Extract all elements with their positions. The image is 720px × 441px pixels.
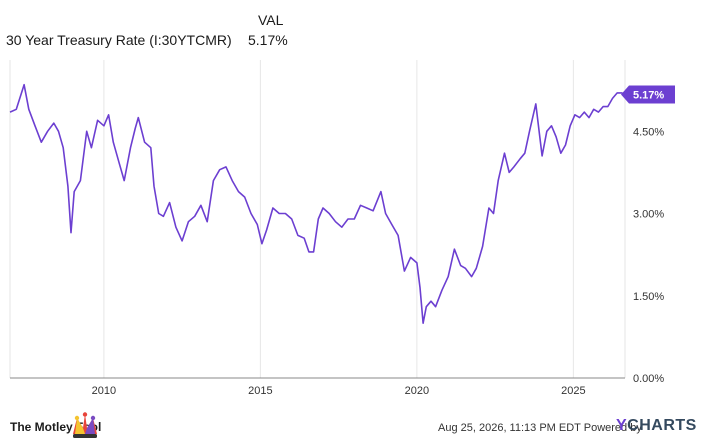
ycharts-logo: YCHARTS <box>616 417 697 435</box>
footer: The Motley Fool Aug 25, 2026, 11:13 PM E… <box>0 412 720 441</box>
chart-grid <box>103 60 574 378</box>
jester-hat-icon <box>73 412 97 438</box>
legend-series-name: 30 Year Treasury Rate (I:30YTCMR) <box>6 32 232 48</box>
y-tick-label-2: 3.00% <box>633 209 664 221</box>
x-tick-label-2010: 2010 <box>92 385 116 397</box>
x-tick-label-2020: 2020 <box>405 385 429 397</box>
series-line-30y-treasury <box>9 83 626 324</box>
ycharts-logo-y: Y <box>616 417 628 434</box>
legend-value-header: VAL <box>258 12 284 28</box>
legend-series-value: 5.17% <box>248 32 288 48</box>
last-value-label: 5.17% <box>621 85 675 104</box>
x-tick-label-2015: 2015 <box>248 385 272 397</box>
y-tick-label-1: 1.50% <box>633 291 664 303</box>
y-tick-label-0: 0.00% <box>633 373 664 385</box>
x-tick-label-2025: 2025 <box>561 385 585 397</box>
y-tick-label-3: 4.50% <box>633 126 664 138</box>
line-chart: 0.00% 1.50% 3.00% 4.50% 2010 2015 2020 2025 5.1… <box>9 60 675 397</box>
chart-ticks: 0.00% 1.50% 3.00% 4.50% 2010 2015 2020 2025 <box>92 126 665 397</box>
chart-series <box>9 83 626 324</box>
chart-axes <box>9 60 626 379</box>
ycharts-logo-text: CHARTS <box>627 417 697 434</box>
last-value-flag <box>621 85 675 104</box>
attribution-text: Aug 25, 2026, 11:13 PM EDT Powered by <box>438 422 642 434</box>
last-value-text: 5.17% <box>633 90 664 102</box>
